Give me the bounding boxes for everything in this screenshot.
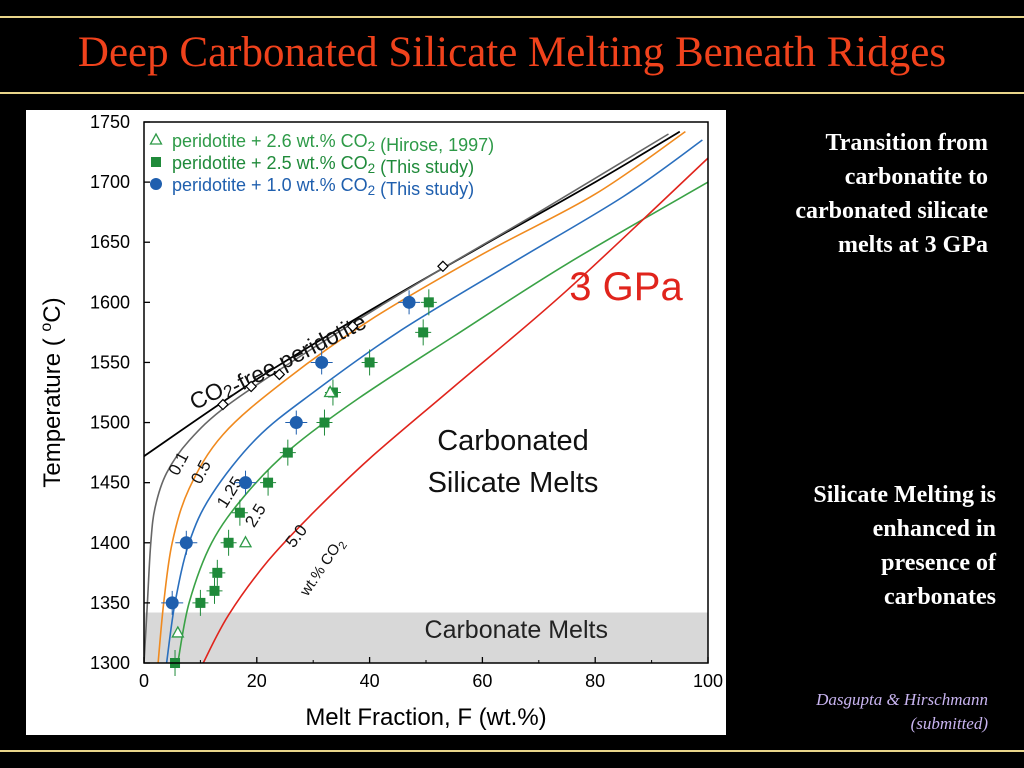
solidus-curve [165,139,703,663]
legend-marker-circle [150,178,162,190]
solidus-curve [177,181,708,663]
data-point-square [418,327,429,338]
note-enhanced-line: Silicate Melting is [813,482,996,508]
co2-free-point [217,398,229,411]
slide-title: Deep Carbonated Silicate Melting Beneath… [77,29,947,76]
data-point-triangle [171,625,185,638]
x-tick-label: 60 [472,671,492,691]
note-transition: Transition from carbonatite to carbonate… [728,126,988,262]
y-tick-label: 1400 [90,533,130,553]
citation: Dasgupta & Hirschmann (submitted) [740,688,988,736]
y-tick-label: 1550 [90,352,130,372]
legend-entry: peridotite + 2.6 wt.% CO2 (Hirose, 1997) [172,131,494,155]
curve-unit-annotation: wt.% CO2 [296,535,350,601]
data-point-circle [239,476,253,490]
data-point-square [319,417,330,428]
y-tick-label: 1650 [90,232,130,252]
curve-label: 2.5 [241,500,270,530]
region-label: Carbonated [437,425,589,457]
x-tick-label: 40 [360,671,380,691]
note-enhanced-line: enhanced in [872,516,996,542]
co2-free-peridotite-label: CO2-free peridotite [185,304,370,418]
citation-authors: Dasgupta & Hirschmann [816,690,988,709]
x-tick-label: 20 [247,671,267,691]
curve-label: 5.0 [282,521,312,551]
citation-status: (submitted) [910,714,988,733]
legend-marker-triangle [149,132,163,145]
note-enhanced-line: presence of [881,550,996,576]
y-tick-label: 1500 [90,413,130,433]
co2-free-point [273,368,286,381]
data-point-square [209,585,220,596]
legend-entry: peridotite + 2.5 wt.% CO2 (This study) [172,153,474,177]
pressure-label: 3 GPa [569,265,683,309]
data-point-square [195,597,206,608]
y-tick-label: 1700 [90,172,130,192]
y-tick-label: 1600 [90,292,130,312]
solidus-curve [202,157,708,663]
data-point-square [423,297,434,308]
x-tick-label: 80 [585,671,605,691]
data-point-circle [402,295,416,309]
x-axis-label: Melt Fraction, F (wt.%) [305,704,546,731]
title-rule [0,92,1024,94]
y-tick-label: 1350 [90,593,130,613]
data-point-triangle [323,385,337,398]
data-point-circle [289,416,303,430]
note-transition-line: melts at 3 GPa [838,232,988,258]
y-tick-label: 1450 [90,473,130,493]
co2-free-point [245,380,258,393]
data-point-square [364,357,375,368]
data-point-circle [179,536,193,550]
data-point-square [223,537,234,548]
legend-marker-square [151,157,161,167]
y-tick-label: 1300 [90,653,130,673]
x-tick-label: 0 [139,671,149,691]
y-axis-label: Temperature ( oC) [38,297,66,487]
co2-free-point [346,320,359,333]
bottom-rule [0,750,1024,752]
data-point-square [282,447,293,458]
data-point-square [234,507,245,518]
legend-entry: peridotite + 1.0 wt.% CO2 (This study) [172,175,474,199]
note-transition-line: carbonated silicate [795,198,988,224]
solidus-curve [144,133,669,663]
carbonate-melts-label: Carbonate Melts [425,616,608,644]
carbonate-melts-band [144,612,708,663]
region-label: Silicate Melts [428,467,599,499]
top-rule [0,16,1024,18]
data-point-circle [165,596,179,610]
note-enhanced-line: carbonates [884,584,996,610]
data-point-square [263,477,274,488]
note-transition-line: Transition from [825,130,988,156]
data-point-triangle [238,535,253,548]
co2-free-point [437,260,449,273]
x-tick-label: 100 [693,671,723,691]
note-enhanced-melting: Silicate Melting is enhanced in presence… [740,478,996,614]
data-point-square [212,567,223,578]
y-tick-label: 1750 [90,112,130,132]
chart-panel: Carbonate Melts 0.1 0.5 1.25 2.5 5.0 wt.% CO2 C… [26,110,726,735]
note-transition-line: carbonatite to [844,164,988,190]
solidus-curve [157,130,686,663]
data-point-circle [315,355,329,369]
